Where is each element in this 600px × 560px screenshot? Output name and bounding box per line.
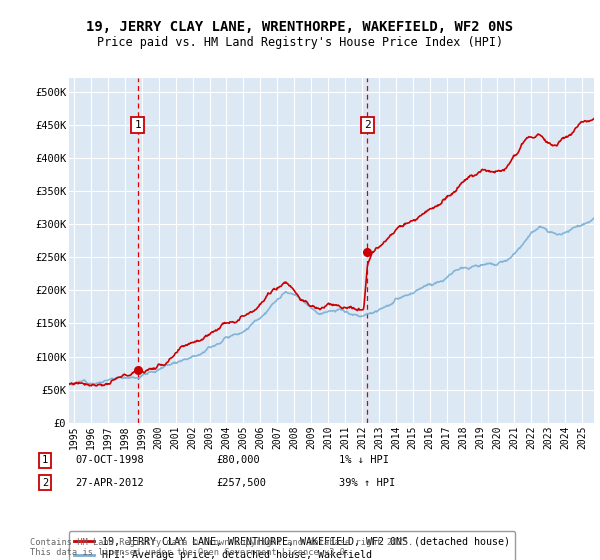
Text: 39% ↑ HPI: 39% ↑ HPI: [339, 478, 395, 488]
Text: 2: 2: [364, 120, 371, 130]
Text: Price paid vs. HM Land Registry's House Price Index (HPI): Price paid vs. HM Land Registry's House …: [97, 36, 503, 49]
Text: 2: 2: [42, 478, 48, 488]
Text: 1: 1: [134, 120, 142, 130]
Text: £257,500: £257,500: [216, 478, 266, 488]
Text: 07-OCT-1998: 07-OCT-1998: [75, 455, 144, 465]
Text: 1: 1: [42, 455, 48, 465]
Text: 19, JERRY CLAY LANE, WRENTHORPE, WAKEFIELD, WF2 0NS: 19, JERRY CLAY LANE, WRENTHORPE, WAKEFIE…: [86, 20, 514, 34]
Text: Contains HM Land Registry data © Crown copyright and database right 2025.
This d: Contains HM Land Registry data © Crown c…: [30, 538, 413, 557]
Legend: 19, JERRY CLAY LANE, WRENTHORPE, WAKEFIELD, WF2 0NS (detached house), HPI: Avera: 19, JERRY CLAY LANE, WRENTHORPE, WAKEFIE…: [69, 531, 515, 560]
Text: 1% ↓ HPI: 1% ↓ HPI: [339, 455, 389, 465]
Text: 27-APR-2012: 27-APR-2012: [75, 478, 144, 488]
Text: £80,000: £80,000: [216, 455, 260, 465]
